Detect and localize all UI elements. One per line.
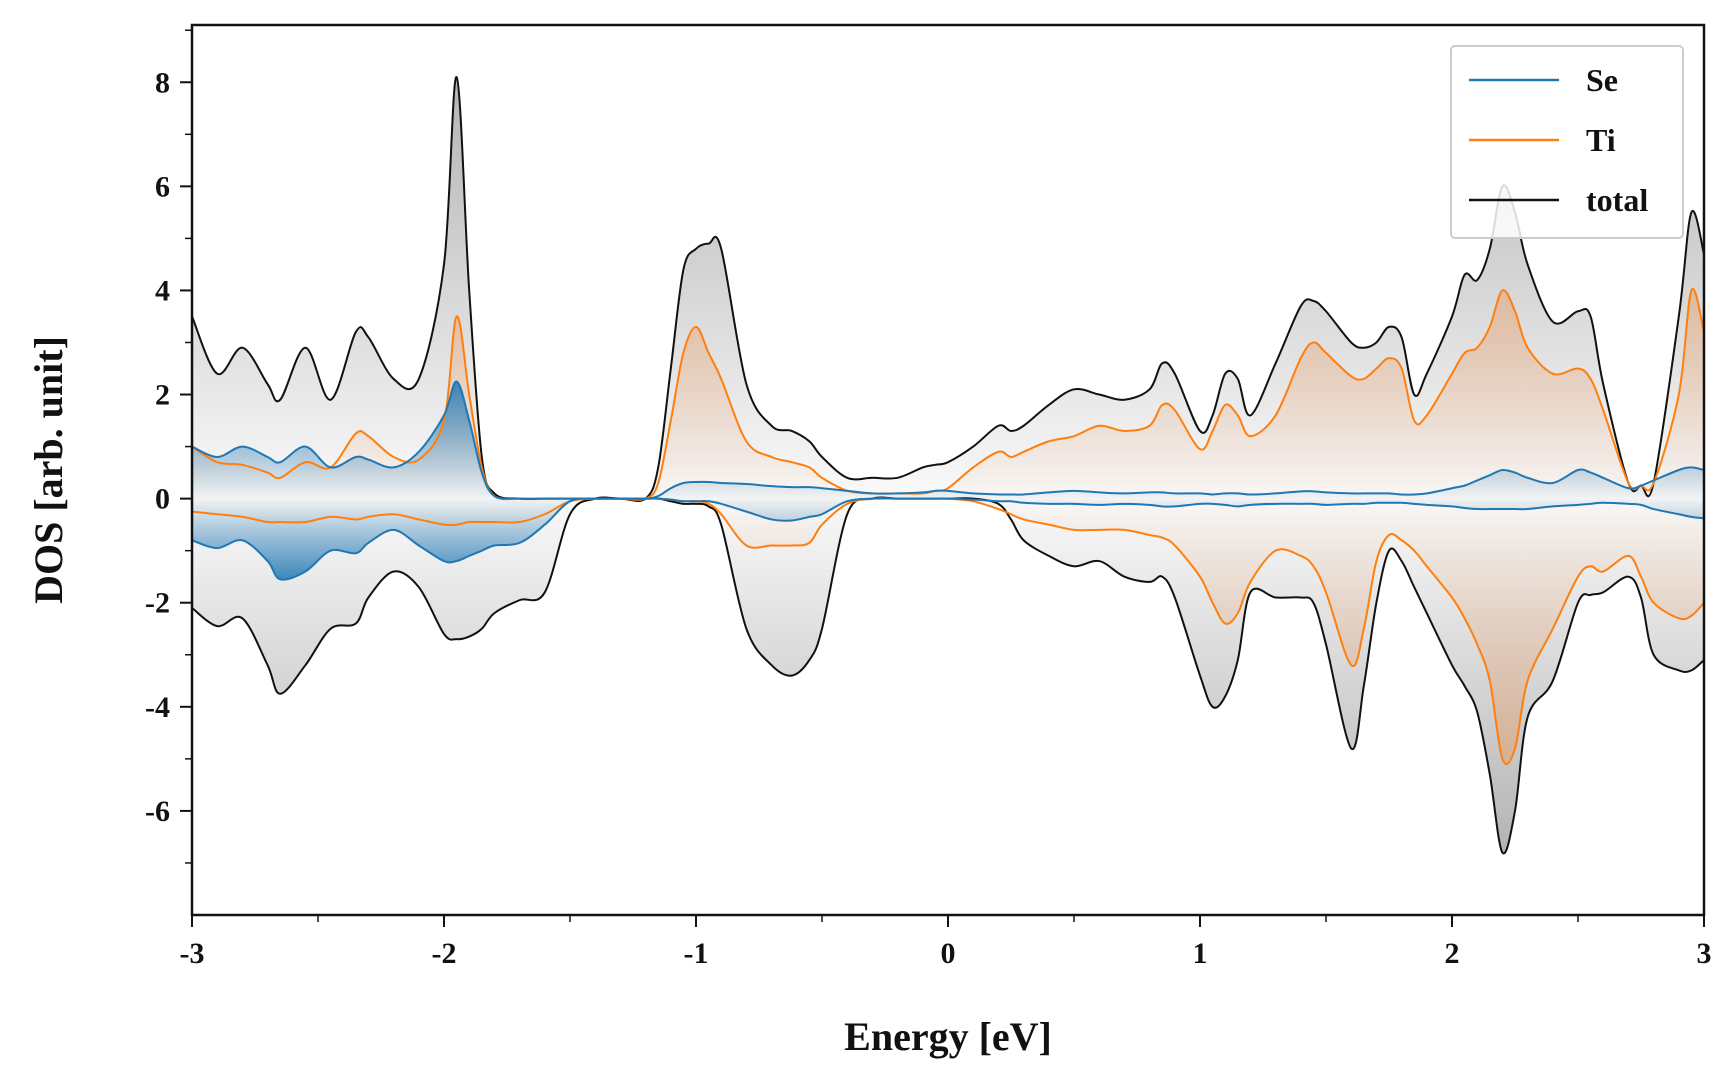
se-up-area [192, 381, 1704, 499]
legend-label-total: total [1586, 182, 1648, 218]
series-lines [192, 76, 1704, 855]
total-down-line [192, 496, 1704, 855]
axes: -3 -2 -1 0 1 2 3 -6 -4 -2 0 2 4 6 8 [145, 23, 1712, 970]
y-tick-label: -2 [145, 587, 170, 620]
x-tick-label: -1 [684, 937, 709, 970]
y-tick-label: 4 [155, 274, 170, 307]
se-up-line [192, 380, 1704, 500]
y-axis-title: DOS [arb. unit] [26, 336, 71, 604]
x-tick-label: 0 [941, 937, 956, 970]
y-tick-label: 6 [155, 170, 170, 203]
x-axis-title: Energy [eV] [844, 1014, 1052, 1059]
x-tick-label: -2 [432, 937, 457, 970]
se-down-area [192, 498, 1704, 580]
legend-label-se: Se [1586, 62, 1618, 98]
ti-up-line [192, 287, 1704, 501]
area-fills [192, 76, 1704, 854]
legend-box [1450, 45, 1684, 239]
legend-label-ti: Ti [1586, 122, 1616, 158]
y-tick-label: 8 [155, 66, 170, 99]
se-down-line [192, 497, 1704, 581]
x-tick-label: -3 [180, 937, 205, 970]
x-tick-label: 2 [1445, 937, 1460, 970]
ti-up-area [192, 288, 1704, 500]
y-tick-label: 0 [155, 483, 170, 516]
x-tick-label: 3 [1697, 937, 1712, 970]
legend: Se Ti total [1450, 45, 1684, 239]
y-tick-label: -4 [145, 691, 170, 724]
total-up-line [192, 76, 1704, 502]
y-tick-label: -6 [145, 795, 170, 828]
ti-down-line [192, 497, 1704, 765]
ti-down-area [192, 498, 1704, 765]
y-tick-label: 2 [155, 379, 170, 412]
x-tick-label: 1 [1193, 937, 1208, 970]
